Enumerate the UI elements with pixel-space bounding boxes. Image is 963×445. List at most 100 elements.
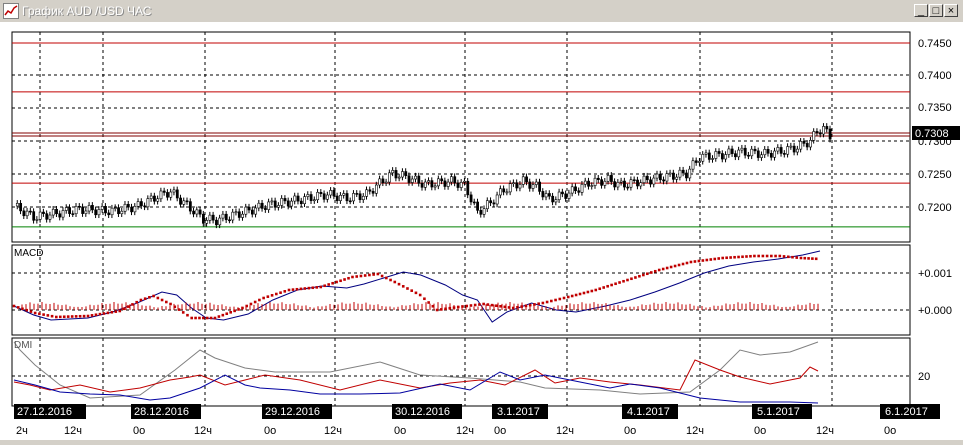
- candle-body: [29, 210, 32, 213]
- signal-point: [610, 283, 613, 287]
- candle-body: [139, 201, 143, 207]
- candle-body: [547, 193, 551, 197]
- candle-body: [619, 180, 623, 183]
- candle-body: [87, 205, 91, 212]
- date-axis: 27.12.2016 28.12.2016 29.12.2016 30.12.2…: [14, 404, 940, 419]
- candle-body: [218, 217, 222, 226]
- signal-point: [653, 269, 657, 273]
- minimize-button[interactable]: _: [914, 4, 928, 17]
- candle-body: [84, 210, 88, 214]
- candle-body: [717, 151, 721, 154]
- candle-body: [769, 153, 773, 158]
- signal-point: [401, 285, 405, 288]
- candle-body: [485, 200, 489, 210]
- candle-body: [828, 128, 832, 140]
- candle-body: [610, 175, 613, 182]
- signal-point: [807, 257, 810, 260]
- signal-point: [33, 311, 37, 315]
- candle-body: [632, 179, 636, 182]
- signal-point: [82, 314, 86, 318]
- signal-point: [347, 276, 350, 280]
- maximize-button[interactable]: □: [929, 4, 943, 17]
- signal-point: [249, 302, 253, 306]
- signal-point: [499, 304, 502, 308]
- signal-point: [78, 314, 82, 318]
- signal-point: [516, 305, 519, 309]
- candle-body: [574, 186, 577, 192]
- signal-point: [110, 310, 114, 314]
- candle-body: [655, 173, 659, 179]
- signal-point: [397, 282, 401, 286]
- close-button[interactable]: ×: [944, 4, 958, 17]
- candle-body: [296, 195, 300, 202]
- signal-point: [135, 300, 138, 304]
- signal-point: [46, 314, 50, 317]
- signal-point: [131, 303, 134, 306]
- date-label: 29.12.2016: [265, 406, 320, 418]
- signal-point: [482, 302, 485, 306]
- signal-point: [685, 261, 689, 265]
- candle-body: [779, 147, 783, 154]
- signal-point: [554, 298, 557, 302]
- candle-body: [694, 160, 698, 163]
- signal-point: [29, 310, 33, 313]
- candle-body: [587, 180, 590, 187]
- candle-body: [410, 178, 414, 183]
- candle-body: [567, 192, 571, 199]
- signal-point: [295, 287, 299, 291]
- candle-body: [378, 178, 382, 186]
- candle-body: [224, 213, 228, 221]
- signal-point: [669, 265, 673, 269]
- signal-point: [701, 259, 705, 262]
- candle-body: [541, 191, 545, 198]
- chart-svg[interactable]: 0.7450 0.7400 0.7350 0.7300 0.7250 0.720…: [0, 22, 963, 440]
- candle-body: [290, 200, 293, 207]
- signal-point: [590, 289, 594, 293]
- candle-body: [329, 190, 333, 196]
- candle-body: [110, 207, 114, 216]
- hour-label: 12ч: [194, 425, 212, 437]
- candle-body: [812, 131, 816, 141]
- hour-label: 12ч: [64, 425, 82, 437]
- macd-indicator: [12, 250, 821, 323]
- signal-point: [427, 301, 430, 304]
- candle-body: [345, 193, 349, 202]
- candle-body: [277, 205, 280, 208]
- signal-point: [511, 306, 515, 310]
- signal-point: [165, 300, 168, 304]
- signal-point: [473, 303, 477, 307]
- signal-point: [661, 267, 665, 271]
- candle-body: [427, 180, 431, 183]
- hour-label: 0о: [264, 425, 276, 437]
- signal-point: [649, 271, 653, 274]
- candle-body: [652, 177, 656, 185]
- signal-point: [693, 260, 697, 263]
- signal-point: [359, 274, 363, 278]
- signal-point: [299, 287, 303, 291]
- candle-body: [149, 195, 153, 199]
- price-tick-label: 0.7250: [918, 169, 952, 181]
- candle-body: [264, 208, 267, 210]
- signal-point: [148, 296, 151, 299]
- candle-body: [35, 219, 39, 221]
- candle-body: [94, 209, 98, 216]
- candle-body: [175, 189, 179, 199]
- candle-body: [74, 206, 78, 215]
- candle-body: [113, 207, 117, 209]
- candle-body: [515, 182, 519, 189]
- signal-point: [106, 311, 110, 315]
- candle-body: [339, 194, 342, 201]
- signal-point: [490, 303, 494, 307]
- candle-body: [583, 180, 587, 185]
- candle-body: [773, 150, 777, 158]
- chart-canvas[interactable]: 0.7450 0.7400 0.7350 0.7300 0.7250 0.720…: [0, 22, 963, 440]
- candle-body: [743, 147, 747, 156]
- signal-point: [94, 313, 98, 317]
- signal-point: [253, 300, 257, 304]
- price-tick-label: 0.7350: [918, 102, 952, 114]
- candle-body: [355, 193, 359, 195]
- candle-body: [221, 213, 225, 219]
- candle-body: [489, 200, 493, 204]
- candle-body: [25, 210, 29, 217]
- candle-body: [766, 149, 770, 154]
